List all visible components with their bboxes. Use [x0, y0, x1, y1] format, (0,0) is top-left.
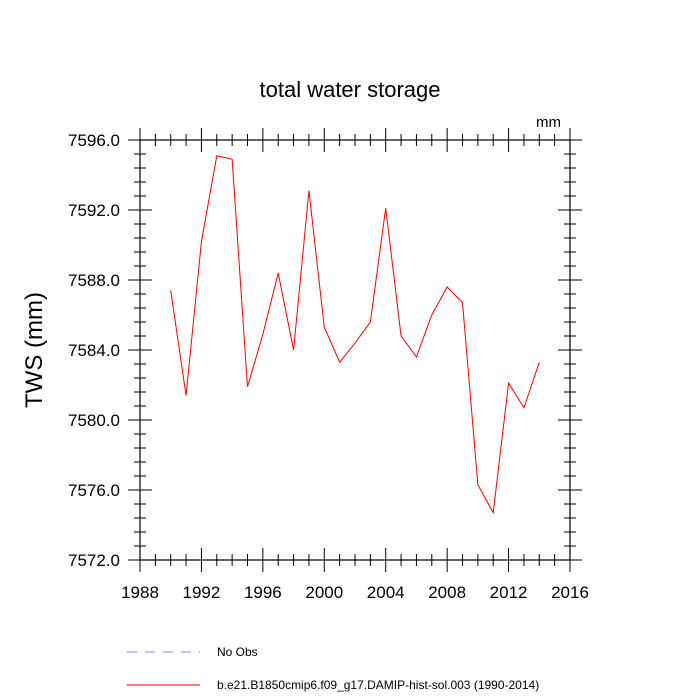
x-tick-label: 2000: [305, 583, 343, 602]
x-tick-label: 2004: [367, 583, 405, 602]
y-tick-label: 7584.0: [68, 341, 120, 360]
y-axis-label: TWS (mm): [21, 292, 48, 408]
series-line: [170, 155, 540, 515]
y-tick-label: 7580.0: [68, 411, 120, 430]
y-tick-label: 7576.0: [68, 481, 120, 500]
y-tick-label: 7588.0: [68, 271, 120, 290]
chart-title: total water storage: [260, 77, 441, 102]
x-tick-label: 1992: [183, 583, 221, 602]
x-tick-label: 1996: [244, 583, 282, 602]
plot-area: 1988 1992 1996 2000 2004 2008 2012 2016 7572.0 75…: [68, 128, 589, 602]
plot-frame: [139, 139, 571, 561]
x-tick-label: 2016: [551, 583, 589, 602]
legend: No Obs b.e21.B1850cmip6.f09_g17.DAMIP-his…: [127, 645, 539, 692]
x-tick-label: 1988: [121, 583, 159, 602]
y-tick-label: 7572.0: [68, 551, 120, 570]
y-tick-label: 7592.0: [68, 201, 120, 220]
legend-label: No Obs: [217, 645, 258, 659]
legend-label: b.e21.B1850cmip6.f09_g17.DAMIP-hist-sol.…: [217, 678, 539, 692]
y-tick-label: 7596.0: [68, 131, 120, 150]
units-label: mm: [536, 114, 561, 131]
x-tick-label: 2012: [490, 583, 528, 602]
x-tick-label: 2008: [428, 583, 466, 602]
